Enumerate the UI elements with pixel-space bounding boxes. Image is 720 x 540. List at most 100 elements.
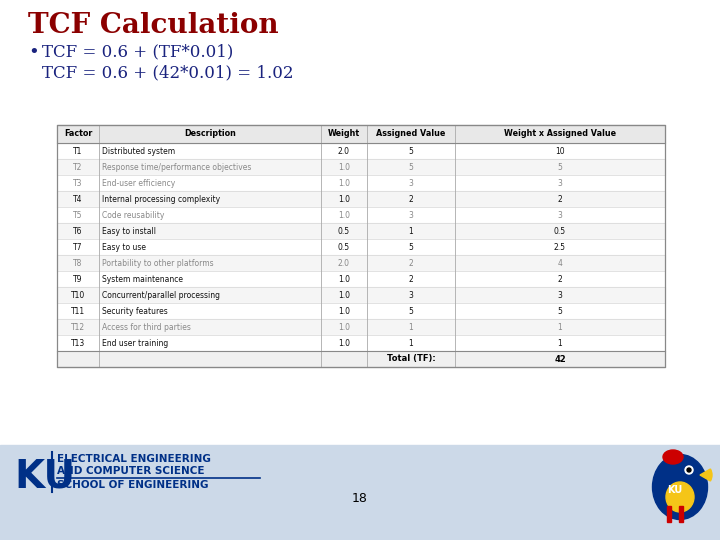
Text: 1: 1 <box>409 339 413 348</box>
Text: 18: 18 <box>352 491 368 504</box>
Text: Distributed system: Distributed system <box>102 146 175 156</box>
Text: 2.0: 2.0 <box>338 259 350 267</box>
Text: 2.5: 2.5 <box>554 242 566 252</box>
Text: TCF = 0.6 + (42*0.01) = 1.02: TCF = 0.6 + (42*0.01) = 1.02 <box>42 64 294 81</box>
Text: 2: 2 <box>557 274 562 284</box>
Bar <box>57 125 665 367</box>
Text: KU: KU <box>667 485 683 495</box>
Text: T9: T9 <box>73 274 83 284</box>
Text: Security features: Security features <box>102 307 168 315</box>
Text: T7: T7 <box>73 242 83 252</box>
Text: 5: 5 <box>408 163 413 172</box>
Text: TCF Calculation: TCF Calculation <box>28 12 279 39</box>
Text: 2: 2 <box>409 194 413 204</box>
Text: 3: 3 <box>408 291 413 300</box>
Bar <box>679 506 683 522</box>
Text: 3: 3 <box>557 179 562 187</box>
Text: 5: 5 <box>408 242 413 252</box>
Text: 5: 5 <box>408 146 413 156</box>
Bar <box>57 125 665 367</box>
Text: System maintenance: System maintenance <box>102 274 183 284</box>
Text: 1.0: 1.0 <box>338 322 350 332</box>
Circle shape <box>685 466 693 474</box>
Bar <box>667 506 671 522</box>
Text: Portability to other platforms: Portability to other platforms <box>102 259 214 267</box>
Text: 2: 2 <box>409 259 413 267</box>
Text: SCHOOL OF ENGINEERING: SCHOOL OF ENGINEERING <box>57 480 209 490</box>
Text: Easy to use: Easy to use <box>102 242 146 252</box>
Text: 1: 1 <box>557 322 562 332</box>
Text: ELECTRICAL ENGINEERING: ELECTRICAL ENGINEERING <box>57 454 211 464</box>
Text: Weight x Assigned Value: Weight x Assigned Value <box>504 130 616 138</box>
Text: 1.0: 1.0 <box>338 211 350 219</box>
Text: 10: 10 <box>555 146 564 156</box>
Text: 5: 5 <box>557 307 562 315</box>
Text: Factor: Factor <box>64 130 92 138</box>
Bar <box>57 255 665 271</box>
Text: T12: T12 <box>71 322 85 332</box>
Circle shape <box>687 468 691 472</box>
Text: KU: KU <box>14 458 75 496</box>
Text: Concurrent/parallel processing: Concurrent/parallel processing <box>102 291 220 300</box>
Text: Access for third parties: Access for third parties <box>102 322 191 332</box>
Bar <box>57 125 665 143</box>
Ellipse shape <box>652 455 708 519</box>
Text: 1.0: 1.0 <box>338 274 350 284</box>
Wedge shape <box>700 469 712 481</box>
Ellipse shape <box>663 450 683 464</box>
Text: Weight: Weight <box>328 130 360 138</box>
Text: 1.0: 1.0 <box>338 307 350 315</box>
Text: AND COMPUTER SCIENCE: AND COMPUTER SCIENCE <box>57 466 204 476</box>
Bar <box>57 351 665 367</box>
Ellipse shape <box>666 482 694 512</box>
Text: 3: 3 <box>408 211 413 219</box>
Text: •: • <box>28 43 39 61</box>
Text: 2.0: 2.0 <box>338 146 350 156</box>
Text: T4: T4 <box>73 194 83 204</box>
Bar <box>57 335 665 351</box>
Bar <box>57 143 665 159</box>
Text: T13: T13 <box>71 339 85 348</box>
Text: T3: T3 <box>73 179 83 187</box>
Text: End user training: End user training <box>102 339 168 348</box>
Text: T11: T11 <box>71 307 85 315</box>
Text: T1: T1 <box>73 146 83 156</box>
Text: Internal processing complexity: Internal processing complexity <box>102 194 220 204</box>
Text: 1: 1 <box>557 339 562 348</box>
Text: 0.5: 0.5 <box>338 226 350 235</box>
Text: 42: 42 <box>554 354 566 363</box>
Text: 5: 5 <box>557 163 562 172</box>
Text: 1.0: 1.0 <box>338 194 350 204</box>
Text: T8: T8 <box>73 259 83 267</box>
Bar <box>57 303 665 319</box>
Text: 2: 2 <box>409 274 413 284</box>
Text: 0.5: 0.5 <box>554 226 566 235</box>
Text: 2: 2 <box>557 194 562 204</box>
Text: Description: Description <box>184 130 236 138</box>
Text: 3: 3 <box>408 179 413 187</box>
Bar <box>57 207 665 223</box>
Bar <box>57 223 665 239</box>
Text: 1.0: 1.0 <box>338 163 350 172</box>
Text: Response time/performance objectives: Response time/performance objectives <box>102 163 251 172</box>
Text: Easy to install: Easy to install <box>102 226 156 235</box>
Bar <box>57 159 665 175</box>
Text: 1: 1 <box>409 226 413 235</box>
Text: TCF = 0.6 + (TF*0.01): TCF = 0.6 + (TF*0.01) <box>42 43 233 60</box>
Text: Code reusability: Code reusability <box>102 211 164 219</box>
Text: Assigned Value: Assigned Value <box>377 130 446 138</box>
Bar <box>57 319 665 335</box>
Text: Total (TF):: Total (TF): <box>387 354 436 363</box>
Text: T5: T5 <box>73 211 83 219</box>
Text: 3: 3 <box>557 211 562 219</box>
Text: 1.0: 1.0 <box>338 291 350 300</box>
Bar <box>57 287 665 303</box>
Text: T6: T6 <box>73 226 83 235</box>
Bar <box>0 445 720 540</box>
Text: 1.0: 1.0 <box>338 339 350 348</box>
Text: 4: 4 <box>557 259 562 267</box>
Text: 3: 3 <box>557 291 562 300</box>
Text: 5: 5 <box>408 307 413 315</box>
Text: T2: T2 <box>73 163 83 172</box>
Text: 1: 1 <box>409 322 413 332</box>
